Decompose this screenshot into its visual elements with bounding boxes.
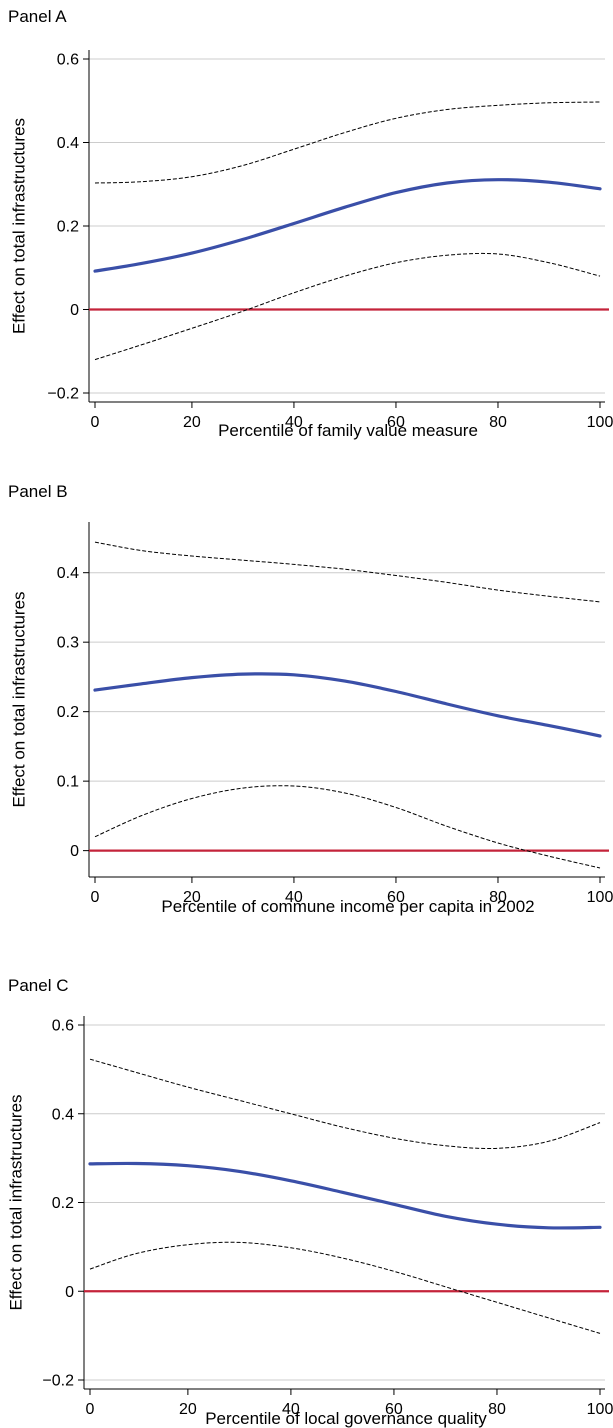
x-tick-label: 60 [387,414,405,431]
x-tick-label: 20 [183,414,201,431]
x-tick-label: 40 [285,414,303,431]
panel-title: Panel B [8,482,68,501]
y-tick-label: 0 [65,1284,74,1301]
x-tick-label: 0 [91,889,100,906]
y-tick-label: −0.2 [47,386,79,403]
y-tick-label: 0.2 [57,219,79,236]
x-tick-label: 80 [489,889,507,906]
x-tick-label: 0 [91,414,100,431]
x-axis-label: Percentile of commune income per capita … [161,897,534,916]
x-tick-label: 60 [387,889,405,906]
lower-ci-line [94,785,601,869]
x-tick-label: 60 [385,1401,403,1418]
panel-title: Panel A [8,7,67,26]
lower-ci-line [94,252,601,361]
x-tick-label: 0 [86,1401,95,1418]
y-tick-label: 0.6 [52,1018,74,1035]
panel-a: Panel A −0.2 0 0.2 0.4 0.6 0 20 40 60 80 100 Percent… [8,7,613,440]
upper-ci-line [94,541,601,603]
y-tick-label: 0.4 [52,1106,74,1123]
y-tick-label: 0.4 [57,565,79,582]
y-tick-label: 0.6 [57,52,79,69]
x-tick-label: 80 [489,414,507,431]
y-tick-label: 0 [70,843,79,860]
y-axis-label: Effect on total infrastructures [10,118,29,334]
x-tick-label: 100 [587,889,613,906]
x-tick-label: 40 [282,1401,300,1418]
x-tick-label: 40 [285,889,303,906]
panel-title: Panel C [8,976,68,995]
y-tick-label: 0 [70,302,79,319]
panel-b: Panel B 0 0.1 0.2 0.3 0.4 0 20 40 60 80 100 Percenti… [8,482,613,916]
y-tick-label: 0.3 [57,635,79,652]
x-tick-label: 80 [488,1401,506,1418]
estimate-line [93,672,602,738]
x-tick-label: 20 [183,889,201,906]
y-tick-label: −0.2 [42,1373,74,1390]
upper-ci-line [89,1058,601,1150]
estimate-line [93,178,602,273]
y-tick-label: 0.1 [57,774,79,791]
lower-ci-line [89,1241,601,1334]
y-axis-label: Effect on total infrastructures [7,1094,26,1310]
y-tick-label: 0.4 [57,135,79,152]
x-axis-label: Percentile of local governance quality [205,1409,487,1428]
x-axis-label: Percentile of family value measure [218,421,478,440]
upper-ci-line [94,101,601,184]
x-tick-label: 20 [179,1401,197,1418]
x-tick-label: 100 [587,414,613,431]
y-axis-label: Effect on total infrastructures [10,591,29,807]
y-tick-label: 0.2 [57,704,79,721]
x-tick-label: 100 [587,1401,613,1418]
panel-c: Panel C −0.2 0 0.2 0.4 0.6 0 20 40 60 80 100 Percent… [7,976,613,1428]
y-tick-label: 0.2 [52,1195,74,1212]
estimate-line [88,1161,602,1230]
